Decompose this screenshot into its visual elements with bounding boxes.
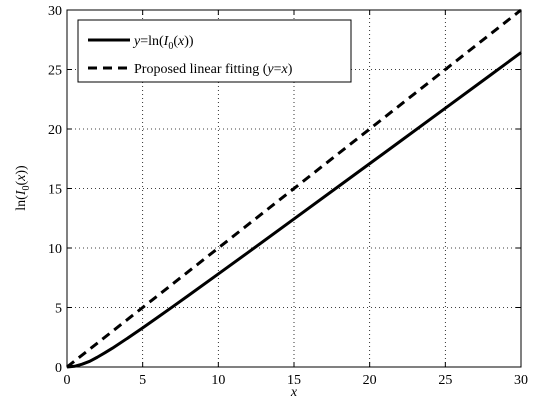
x-tick-label: 20 xyxy=(363,373,377,388)
x-tick-label: 25 xyxy=(438,373,452,388)
y-tick-label: 5 xyxy=(55,302,62,317)
tick-layer: 0 5 10 15 20 25 30 0 5 10 15 20 25 30 xyxy=(48,4,528,388)
x-tick-label: 5 xyxy=(139,373,146,388)
y-tick-label: 20 xyxy=(48,123,62,138)
x-tick-label: 30 xyxy=(514,373,528,388)
legend: y=ln(I0(x)) Proposed linear fitting (y=x… xyxy=(77,19,352,83)
y-tick-label: 0 xyxy=(55,361,62,376)
x-axis-label: x xyxy=(290,385,298,399)
y-axis-label: ln(I0(x)) xyxy=(14,165,32,211)
x-tick-label: 10 xyxy=(211,373,225,388)
x-tick-label: 0 xyxy=(64,373,71,388)
legend-label-1: y=ln(I0(x)) xyxy=(132,34,194,52)
y-tick-label: 15 xyxy=(48,183,62,198)
x-tick-label: 15 xyxy=(287,373,301,388)
y-tick-label: 25 xyxy=(48,64,62,79)
series-layer xyxy=(66,8,522,369)
series-line-ln-i0 xyxy=(66,51,522,369)
y-tick-label: 30 xyxy=(48,4,62,19)
series-line-linear-fit xyxy=(66,8,522,369)
y-tick-label: 10 xyxy=(48,242,62,257)
legend-label-2: Proposed linear fitting (y=x) xyxy=(134,62,293,77)
legend-box xyxy=(77,19,352,83)
